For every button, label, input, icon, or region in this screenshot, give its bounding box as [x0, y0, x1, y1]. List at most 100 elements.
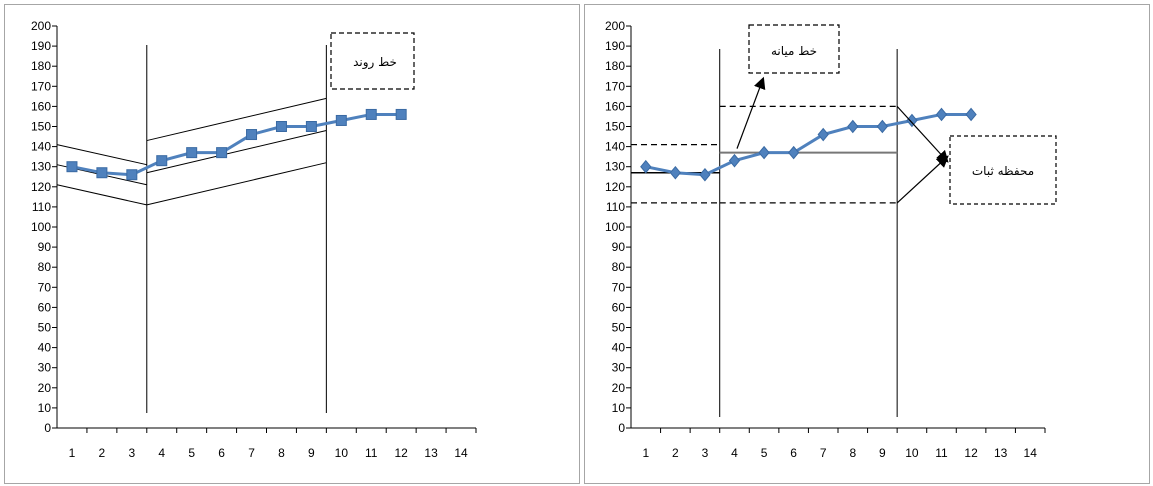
- y-tick-label: 60: [612, 300, 626, 314]
- data-point-marker: [906, 113, 918, 128]
- y-tick-label: 190: [31, 39, 51, 53]
- x-tick-label: 1: [642, 446, 649, 460]
- y-tick-label: 180: [31, 59, 51, 73]
- y-tick-label: 30: [38, 361, 52, 375]
- y-tick-label: 80: [612, 260, 626, 274]
- trend-line-annotation-box: [330, 32, 415, 90]
- y-tick-label: 170: [605, 79, 625, 93]
- x-tick-label: 4: [158, 446, 165, 460]
- x-tick-label: 14: [1024, 446, 1038, 460]
- y-tick-label: 150: [605, 120, 625, 134]
- data-point-marker: [640, 159, 652, 174]
- y-tick-label: 120: [605, 180, 625, 194]
- x-tick-label: 8: [278, 446, 285, 460]
- y-tick-label: 120: [31, 180, 51, 194]
- y-tick-label: 140: [605, 140, 625, 154]
- y-tick-label: 0: [618, 421, 625, 435]
- trend-line-annotation-label: خط روند: [353, 55, 397, 70]
- trend-line: [56, 184, 147, 206]
- data-point-marker: [728, 153, 741, 168]
- x-tick-label: 5: [761, 446, 768, 460]
- x-tick-label: 2: [672, 446, 679, 460]
- y-tick-label: 0: [44, 421, 51, 435]
- x-tick-label: 12: [964, 446, 978, 460]
- data-point-marker: [335, 114, 347, 126]
- y-tick-label: 70: [612, 280, 626, 294]
- y-tick-label: 200: [31, 19, 51, 33]
- data-point-marker: [216, 147, 228, 159]
- data-point-marker: [876, 119, 889, 134]
- y-tick-label: 150: [31, 120, 51, 134]
- trend-line: [56, 144, 147, 166]
- y-tick-label: 90: [612, 240, 626, 254]
- x-tick-label: 14: [454, 446, 468, 460]
- data-point-marker: [246, 129, 258, 141]
- y-tick-label: 40: [38, 341, 52, 355]
- x-tick-label: 7: [248, 446, 255, 460]
- data-point-marker: [365, 108, 377, 120]
- stability-arrow-upper: [896, 105, 949, 163]
- x-tick-label: 11: [935, 446, 948, 460]
- y-tick-label: 100: [605, 220, 625, 234]
- x-tick-label: 13: [424, 446, 438, 460]
- trend-line-chart: 0102030405060708090100110120130140150160…: [31, 19, 477, 460]
- x-tick-label: 3: [128, 446, 135, 460]
- y-tick-label: 10: [612, 401, 626, 415]
- stability-arrow-lower: [896, 155, 949, 204]
- stability-envelope-chart: 0102030405060708090100110120130140150160…: [605, 19, 1057, 460]
- y-tick-label: 20: [612, 381, 626, 395]
- trend-line: [146, 130, 327, 174]
- data-point-marker: [156, 155, 168, 167]
- x-tick-label: 2: [99, 446, 106, 460]
- x-tick-label: 7: [820, 446, 827, 460]
- x-tick-label: 12: [394, 446, 408, 460]
- data-point-marker: [96, 167, 108, 179]
- y-tick-label: 190: [605, 39, 625, 53]
- x-tick-label: 5: [188, 446, 195, 460]
- data-point-marker: [935, 107, 948, 122]
- data-point-marker: [669, 165, 682, 180]
- data-point-marker: [817, 127, 829, 142]
- y-tick-label: 50: [38, 321, 52, 335]
- data-point-marker: [66, 161, 78, 173]
- series-line: [71, 112, 402, 177]
- y-tick-label: 30: [612, 361, 626, 375]
- y-tick-label: 200: [605, 19, 625, 33]
- data-point-marker: [275, 121, 287, 132]
- right-chart-panel: 0 10 20 30 40 50 60 70 80 90 100 110 120 130 140 150 160…: [584, 4, 1150, 484]
- data-point-marker: [965, 107, 977, 122]
- y-tick-label: 60: [38, 300, 52, 314]
- x-tick-label: 3: [702, 446, 709, 460]
- y-tick-label: 110: [606, 200, 625, 214]
- y-tick-label: 90: [38, 240, 52, 254]
- data-point-marker: [186, 147, 198, 159]
- y-tick-label: 160: [31, 99, 51, 113]
- median-annotation-label: خط میانه: [771, 44, 817, 58]
- data-point-marker: [787, 145, 800, 160]
- y-tick-label: 160: [605, 99, 625, 113]
- y-tick-label: 100: [31, 220, 51, 234]
- x-tick-label: 11: [365, 446, 378, 460]
- stability-annotation-label: محفظه ثبات: [972, 164, 1034, 178]
- x-tick-label: 13: [994, 446, 1008, 460]
- x-tick-label: 9: [308, 446, 315, 460]
- trend-line: [146, 97, 327, 142]
- x-tick-label: 10: [905, 446, 919, 460]
- x-tick-label: 8: [849, 446, 856, 460]
- trend-line: [146, 162, 327, 206]
- y-tick-label: 40: [612, 341, 626, 355]
- data-point-marker: [126, 169, 138, 181]
- x-tick-label: 6: [790, 446, 797, 460]
- y-tick-label: 110: [32, 200, 51, 214]
- y-tick-label: 10: [38, 401, 52, 415]
- y-tick-label: 130: [31, 160, 51, 174]
- x-tick-label: 1: [69, 446, 76, 460]
- data-point-marker: [395, 108, 407, 120]
- y-tick-label: 170: [31, 79, 51, 93]
- x-tick-label: 10: [335, 446, 349, 460]
- x-tick-label: 4: [731, 446, 738, 460]
- x-tick-label: 9: [879, 446, 886, 460]
- stability-annotation-box: [949, 135, 1057, 205]
- data-point-marker: [699, 167, 711, 182]
- y-tick-label: 80: [38, 260, 52, 274]
